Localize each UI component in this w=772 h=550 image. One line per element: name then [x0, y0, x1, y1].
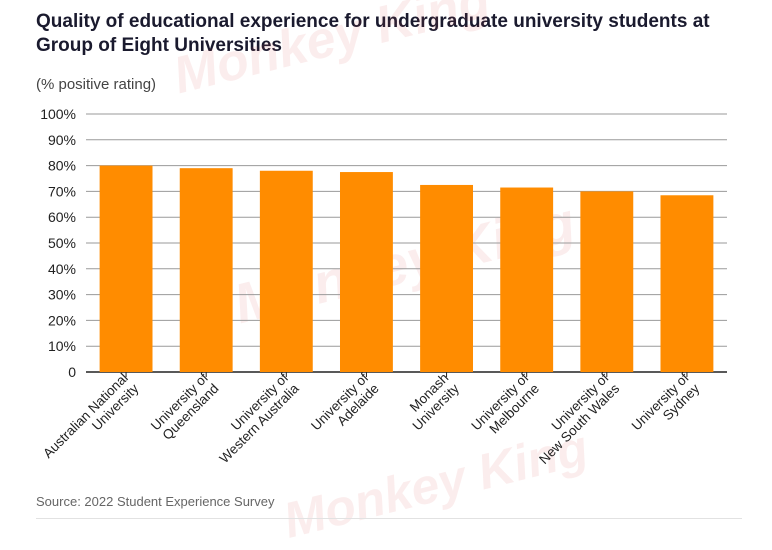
- bar: [179, 168, 233, 372]
- bar: [580, 191, 634, 372]
- bar: [660, 195, 714, 372]
- y-axis-unit-label: (% positive rating): [36, 76, 157, 93]
- x-tick-label: MonashUniversity: [399, 370, 462, 433]
- y-tick-label: 20%: [48, 312, 76, 328]
- footer-divider: [36, 518, 742, 519]
- x-tick-label: University ofAdelaide: [308, 370, 382, 444]
- x-tick-label: University ofQueensland: [148, 370, 222, 444]
- y-tick-label: 30%: [48, 287, 76, 303]
- bar: [500, 187, 554, 372]
- y-tick-label: 90%: [48, 132, 76, 148]
- bar: [259, 170, 313, 372]
- source-note: Source: 2022 Student Experience Survey: [36, 494, 275, 509]
- y-tick-label: 60%: [48, 209, 76, 225]
- y-tick-label: 100%: [40, 106, 76, 122]
- y-tick-label: 50%: [48, 235, 76, 251]
- y-tick-label: 10%: [48, 338, 76, 354]
- y-tick-label: 70%: [48, 183, 76, 199]
- bar: [99, 165, 153, 372]
- y-tick-label: 40%: [48, 261, 76, 277]
- y-tick-label: 0: [68, 364, 76, 380]
- y-tick-label: 80%: [48, 158, 76, 174]
- bar-chart: 0 10% 20% 30% 40% 50% 60% 70% 80% 90% 100% Australi…: [40, 106, 727, 472]
- bar: [420, 184, 474, 372]
- x-tick-label: University ofNew South Wales: [526, 370, 623, 467]
- x-tick-label: University ofSydney: [629, 370, 703, 444]
- chart-title: Quality of educational experience for un…: [36, 11, 710, 56]
- bar: [339, 172, 393, 372]
- x-tick-label: University ofWestern Australia: [206, 370, 302, 466]
- x-tick-label: University ofMelbourne: [468, 370, 542, 444]
- x-tick-label: Australian NationalUniversity: [40, 370, 142, 472]
